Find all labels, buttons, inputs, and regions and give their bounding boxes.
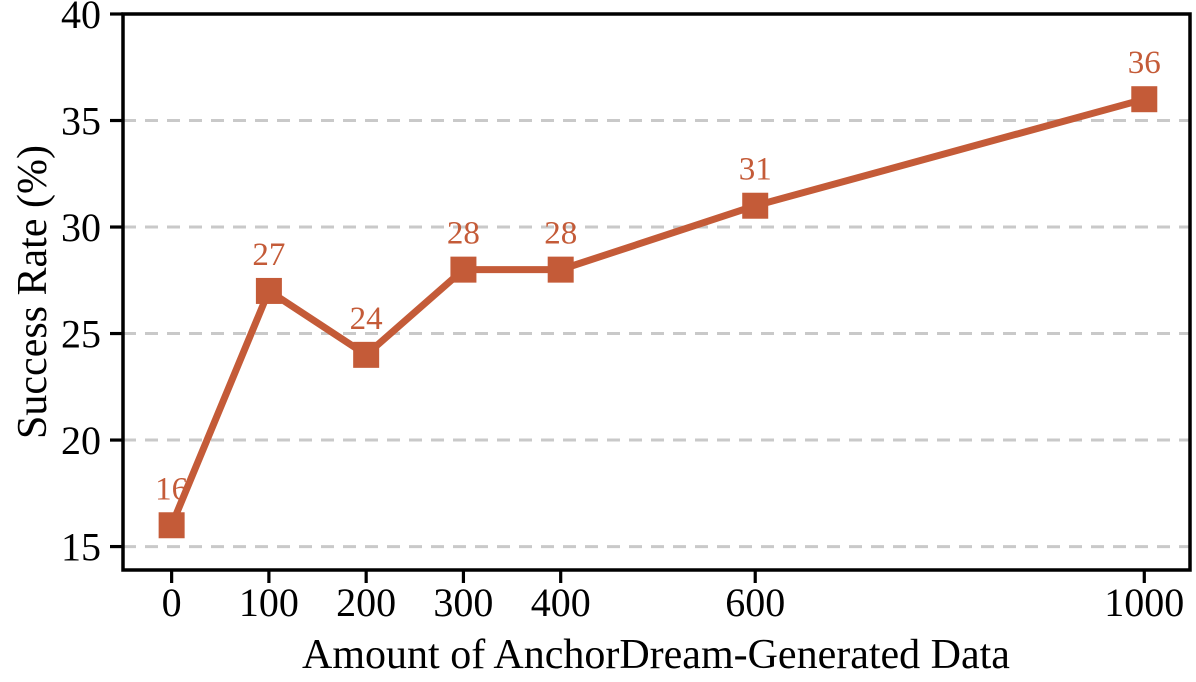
- data-point-label: 27: [252, 237, 285, 273]
- data-point-label: 28: [447, 216, 480, 252]
- data-point-label: 31: [739, 152, 772, 188]
- data-point-marker: [1131, 86, 1158, 113]
- plot-border-group: [121, 12, 1192, 572]
- tick-labels: 0 100 200 300 400 600 1000 15 20 25 30 35 40: [61, 0, 1184, 625]
- data-point-marker: [450, 256, 477, 283]
- data-point-label: 28: [544, 216, 577, 252]
- x-tick-label: 1000: [1104, 580, 1184, 625]
- y-tick-label: 20: [61, 418, 101, 463]
- x-tick-label: 600: [725, 580, 785, 625]
- data-line: [168, 95, 1146, 527]
- data-point-label: 36: [1128, 45, 1161, 81]
- x-axis-label: Amount of AnchorDream-Generated Data: [302, 632, 1010, 678]
- plot-border: [121, 12, 1192, 572]
- data-series: [158, 86, 1158, 539]
- x-tick-label: 0: [162, 580, 182, 625]
- x-tick-label: 400: [531, 580, 591, 625]
- data-point-labels: 16 27 24 28 28 31 36: [155, 45, 1161, 507]
- data-point-marker: [255, 277, 282, 304]
- data-point-marker: [158, 512, 185, 539]
- y-tick-label: 15: [61, 525, 101, 570]
- x-tick-label: 100: [239, 580, 299, 625]
- tick-marks: [110, 12, 1146, 583]
- data-point-label: 16: [155, 471, 188, 507]
- y-tick-label: 25: [61, 312, 101, 357]
- data-point-label: 24: [350, 301, 383, 337]
- data-point-marker: [742, 192, 769, 219]
- x-tick-label: 300: [433, 580, 493, 625]
- y-tick-label: 40: [61, 0, 101, 37]
- x-tick-label: 200: [336, 580, 396, 625]
- y-tick-label: 35: [61, 99, 101, 144]
- y-axis-label: Success Rate (%): [10, 145, 56, 439]
- gridlines: [123, 12, 1190, 549]
- data-point-marker: [547, 256, 574, 283]
- y-tick-label: 30: [61, 205, 101, 250]
- data-point-marker: [353, 341, 380, 368]
